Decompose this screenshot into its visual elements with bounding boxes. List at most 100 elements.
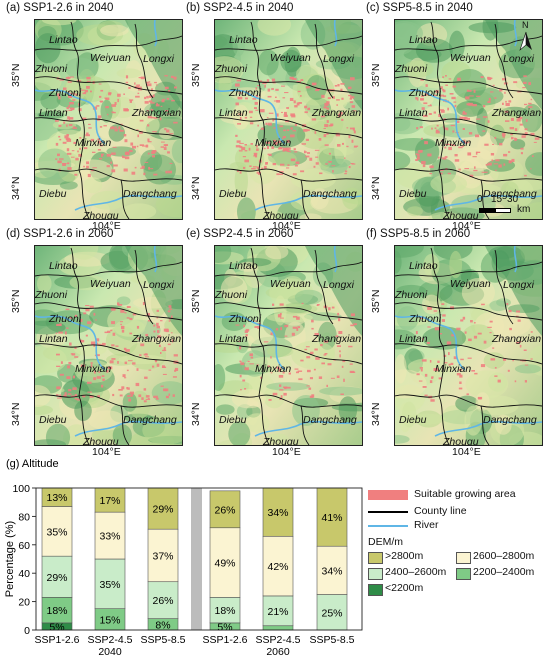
bar-value-label: 8% <box>155 619 170 631</box>
bar-value-label: 5% <box>217 621 232 633</box>
county-label: Lintan <box>39 107 68 119</box>
bar-segment <box>209 597 241 624</box>
county-label: Longxi <box>143 53 174 65</box>
group-label: 2040 <box>98 646 122 658</box>
legend-dem-gt2800-swatch <box>368 552 383 564</box>
plot-frame <box>35 487 363 631</box>
bar-segment <box>262 625 294 631</box>
bar-value-label: 34% <box>267 507 288 519</box>
bar-segment <box>41 597 73 624</box>
county-label: Zhangxian <box>492 333 542 345</box>
bar-segment <box>209 490 241 529</box>
latitude-label-bottom: 34°N <box>370 402 382 426</box>
map-panel-c: (c) SSP5-8.5 in 2040 35°N 34°N Lintao Weiyu… <box>366 2 544 232</box>
map-panel-title: (d) SSP1-2.6 in 2060 <box>6 228 114 240</box>
county-label: Zhuoni <box>229 87 262 99</box>
legend-county-line-label: County line <box>414 505 467 517</box>
altitude-bar-chart: (g) Altitude Percentage (%) 5% 18% 29% 35% 13%… <box>4 458 363 658</box>
latitude-label-bottom: 34°N <box>10 402 22 426</box>
county-label: Lintao <box>49 260 78 272</box>
scale-tick-0: 0 <box>477 194 483 205</box>
bar-segment <box>147 528 179 583</box>
bar-segment <box>316 487 348 547</box>
latitude-label-bottom: 34°N <box>370 176 382 200</box>
county-label: Lintao <box>229 260 258 272</box>
bar-segment <box>262 487 294 537</box>
legend-dem-title: DEM/m <box>368 536 403 548</box>
latitude-label-top: 35°N <box>10 289 22 313</box>
north-arrow-label: N <box>522 20 529 30</box>
bar-value-label: 49% <box>214 558 235 570</box>
longitude-label: 104°E <box>92 220 121 232</box>
county-label: Zhuoni <box>395 289 428 301</box>
bar-value-label: 35% <box>46 526 67 538</box>
legend-dem-lt2200-swatch <box>368 584 383 596</box>
county-label: Zhuoni <box>215 289 248 301</box>
x-tick-label: SSP5-8.5 <box>310 634 355 646</box>
county-label: Zhouqu <box>263 436 299 446</box>
longitude-label: 104°E <box>452 446 481 458</box>
county-label: Weiyuan <box>450 278 491 290</box>
map-panel-title: (e) SSP2-4.5 in 2060 <box>186 228 294 240</box>
county-label: Dangchang <box>123 188 177 200</box>
legend-dem-2200-2400-swatch <box>456 568 471 580</box>
county-label: Dangchang <box>483 414 537 426</box>
county-label: Diebu <box>399 414 427 426</box>
legend-dem-gt2800-label: >2800m <box>385 550 424 562</box>
legend-suitable-swatch <box>368 490 408 500</box>
bar-value-label: 26% <box>214 504 235 516</box>
legend-river-line <box>368 525 408 527</box>
bar-value-label: 37% <box>152 550 173 562</box>
county-label: Zhouqu <box>263 210 299 220</box>
bar-segment <box>41 555 73 598</box>
map-panel-e: (e) SSP2-4.5 in 2060 35°N 34°N Lintao Weiyu… <box>186 228 364 458</box>
county-label: Lintao <box>409 260 438 272</box>
latitude-label-bottom: 34°N <box>190 176 202 200</box>
bar-value-label: 18% <box>214 605 235 617</box>
bar-value-label: 33% <box>99 531 120 543</box>
county-label: Minxian <box>75 363 112 375</box>
x-tick-label: SSP1-2.6 <box>203 634 248 646</box>
county-label: Diebu <box>399 188 427 200</box>
county-label: Zhuoni <box>409 87 442 99</box>
bar-value-label: 26% <box>152 595 173 607</box>
county-label: Zhangxian <box>492 107 542 119</box>
bar-segment <box>262 595 294 627</box>
county-label: Lintan <box>219 107 248 119</box>
county-label: Weiyuan <box>270 52 311 64</box>
county-label: Minxian <box>255 363 292 375</box>
latitude-label-top: 35°N <box>370 63 382 87</box>
county-label: Zhangxian <box>312 107 362 119</box>
legend-suitable-label: Suitable growing area <box>414 488 516 500</box>
county-label: Longxi <box>503 279 534 291</box>
bar-segment <box>209 527 241 598</box>
y-tick-label: 40 <box>18 568 30 580</box>
map-panel-title: (b) SSP2-4.5 in 2040 <box>186 2 294 14</box>
y-tick-label: 20 <box>18 597 30 609</box>
bar-value-label: 21% <box>267 606 288 618</box>
bar-value-label: 29% <box>152 504 173 516</box>
county-label: Longxi <box>323 279 354 291</box>
y-tick-label: 0 <box>24 625 30 637</box>
map-panel-title: (a) SSP1-2.6 in 2040 <box>6 2 114 14</box>
county-label: Zhuoni <box>49 313 82 325</box>
county-label: Minxian <box>435 137 472 149</box>
county-label: Zhuoni <box>409 313 442 325</box>
county-label: Weiyuan <box>90 52 131 64</box>
county-label: Dangchang <box>303 414 357 426</box>
y-tick-label: 60 <box>18 540 30 552</box>
bar-value-label: 18% <box>46 605 67 617</box>
map-view: Lintao Weiyuan Longxi Zhuoni Zhuoni Lintan Zha… <box>214 245 363 446</box>
county-label: Zhuoni <box>35 289 68 301</box>
county-label: Lintan <box>219 333 248 345</box>
map-view: Lintao Weiyuan Longxi Zhuoni Zhuoni Lintan Zha… <box>214 19 363 220</box>
x-tick-label: SSP1-2.6 <box>35 634 80 646</box>
county-label: Dangchang <box>303 188 357 200</box>
bar-value-label: 34% <box>321 565 342 577</box>
county-label: Diebu <box>219 188 247 200</box>
bar-value-label: 13% <box>46 492 67 504</box>
legend-dem-2600-2800-swatch <box>456 552 471 564</box>
bar-value-label: 15% <box>99 614 120 626</box>
county-label: Lintan <box>39 333 68 345</box>
county-label: Diebu <box>39 414 67 426</box>
